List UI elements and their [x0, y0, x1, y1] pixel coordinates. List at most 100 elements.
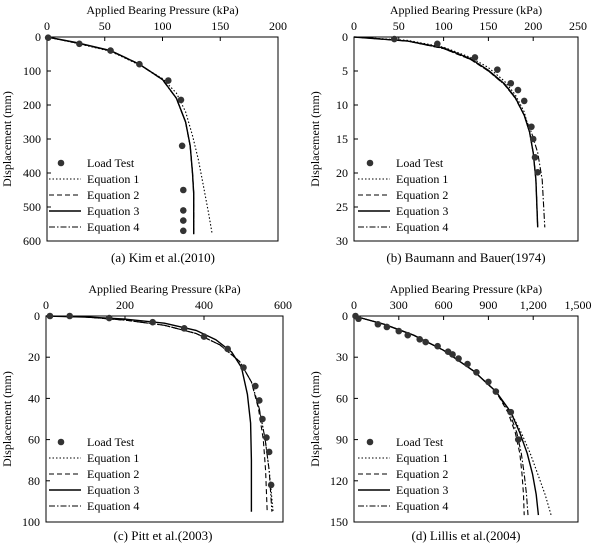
load-test-point	[464, 360, 471, 368]
load-test-point	[177, 96, 185, 104]
chart-panel-a: Applied Bearing Pressure (kPa) 0 50 100 150 2…	[0, 3, 287, 265]
y-tick-label: 20	[336, 166, 348, 180]
x-tick-label: 1,200	[520, 298, 547, 312]
y-tick-label: 30	[336, 350, 348, 364]
y-tick-label: 0	[342, 30, 348, 44]
load-test-point	[531, 154, 539, 161]
legend-label: Equation 3	[87, 204, 139, 218]
y-tick-label: 25	[336, 200, 348, 214]
y-tick-label: 100	[23, 64, 41, 78]
y-tick-label: 200	[23, 98, 41, 112]
y-tick-label: 80	[28, 474, 40, 488]
legend-marker-load-test	[57, 159, 65, 167]
load-test-point	[514, 86, 522, 94]
x-tick-label: 900	[479, 298, 497, 312]
load-test-point	[355, 315, 362, 323]
y-tick-label: 500	[23, 200, 41, 214]
load-test-point	[391, 35, 398, 43]
x-tick-label: 0	[43, 298, 49, 312]
load-test-point	[240, 364, 247, 371]
x-tick-label: 250	[569, 19, 587, 33]
series-line-equation-4	[353, 315, 529, 516]
x-axis-title: Applied Bearing Pressure (kPa)	[390, 282, 542, 296]
y-tick-label: 90	[336, 433, 348, 447]
y-tick-label: 40	[28, 391, 40, 405]
load-test-point	[259, 415, 266, 423]
x-axis-title: Applied Bearing Pressure (kPa)	[86, 3, 238, 17]
load-test-point	[255, 397, 263, 404]
y-axis-title: Displacement (mm)	[308, 371, 322, 467]
x-axis-title: Applied Bearing Pressure (kPa)	[390, 3, 542, 17]
load-test-point	[179, 227, 187, 235]
series-line-equation-4	[46, 36, 195, 235]
load-test-point	[149, 318, 156, 326]
y-axis-title: Displacement (mm)	[308, 91, 322, 187]
legend-label: Equation 4	[396, 220, 448, 234]
load-test-point	[507, 79, 515, 87]
legend-label: Load Test	[87, 156, 135, 170]
panel-caption: (d) Lillis et al.(2004)	[411, 528, 520, 543]
load-test-point	[107, 47, 114, 54]
y-tick-label: 400	[23, 166, 41, 180]
load-test-point	[404, 331, 412, 339]
legend-label: Equation 2	[87, 188, 139, 202]
load-test-point	[265, 448, 273, 456]
load-test-point	[179, 217, 187, 224]
x-tick-label: 200	[269, 19, 287, 33]
panel-caption: (c) Pitt et al.(2003)	[114, 528, 213, 543]
load-test-point	[179, 207, 187, 214]
legend-label: Equation 1	[396, 172, 448, 186]
x-tick-label: 200	[116, 298, 134, 312]
legend-label: Equation 4	[396, 499, 448, 513]
legend: Load Test Equation 1 Equation 2 Equation 3 E…	[358, 435, 448, 513]
y-axis-title: Displacement (mm)	[0, 371, 14, 467]
load-test-point	[383, 323, 391, 331]
y-tick-label: 120	[330, 474, 348, 488]
load-test-point	[178, 142, 186, 150]
load-test-point	[434, 40, 441, 48]
load-test-point	[514, 436, 522, 443]
load-test-point	[224, 345, 231, 353]
x-tick-label: 200	[524, 19, 542, 33]
legend-label: Equation 1	[396, 451, 448, 465]
y-tick-label: 0	[34, 309, 40, 323]
y-tick-label: 600	[23, 234, 41, 248]
series-line-equation-1	[45, 315, 274, 512]
series-line-equation-4	[353, 36, 546, 228]
x-tick-label: 0	[351, 19, 357, 33]
plot-frame	[46, 36, 279, 242]
load-test-point	[44, 34, 52, 41]
load-test-point	[416, 336, 424, 343]
legend-marker-load-test	[366, 159, 374, 167]
panel-caption: (b) Baumann and Bauer(1974)	[386, 250, 545, 265]
series-line-equation-4	[45, 315, 273, 512]
load-test-point	[507, 408, 515, 416]
load-test-point	[422, 338, 429, 346]
legend-label: Equation 4	[87, 220, 139, 234]
legend-marker-load-test	[366, 438, 374, 446]
x-tick-label: 100	[435, 19, 453, 33]
chart-panel-b: Applied Bearing Pressure (kPa)0 50 100 150 2…	[308, 3, 587, 265]
load-test-point	[267, 481, 275, 489]
y-tick-label: 150	[330, 515, 348, 529]
load-test-point	[471, 54, 479, 61]
y-axis-title: Displacement (mm)	[0, 91, 14, 187]
y-tick-label: 0	[342, 309, 348, 323]
load-test-point	[200, 333, 208, 340]
series-line-equation-2	[45, 315, 268, 512]
y-tick-label: 15	[336, 132, 348, 146]
load-test-point	[473, 369, 480, 376]
load-test-point	[179, 186, 187, 194]
y-tick-label: 5	[342, 64, 348, 78]
legend: Load Test Equation 1 Equation 2 Equation 3 E…	[358, 156, 448, 234]
x-axis-title: Applied Bearing Pressure (kPa)	[88, 282, 240, 296]
x-tick-label: 50	[393, 19, 405, 33]
x-tick-label: 600	[274, 298, 292, 312]
load-test-point	[485, 378, 492, 386]
legend-label: Equation 4	[87, 499, 139, 513]
x-tick-label: 0	[44, 19, 50, 33]
legend-label: Load Test	[396, 156, 444, 170]
legend-label: Equation 1	[87, 451, 139, 465]
series-line-equation-1	[353, 315, 552, 516]
chart-panel-c: Applied Bearing Pressure (kPa)0 200 400 600…	[0, 282, 292, 543]
